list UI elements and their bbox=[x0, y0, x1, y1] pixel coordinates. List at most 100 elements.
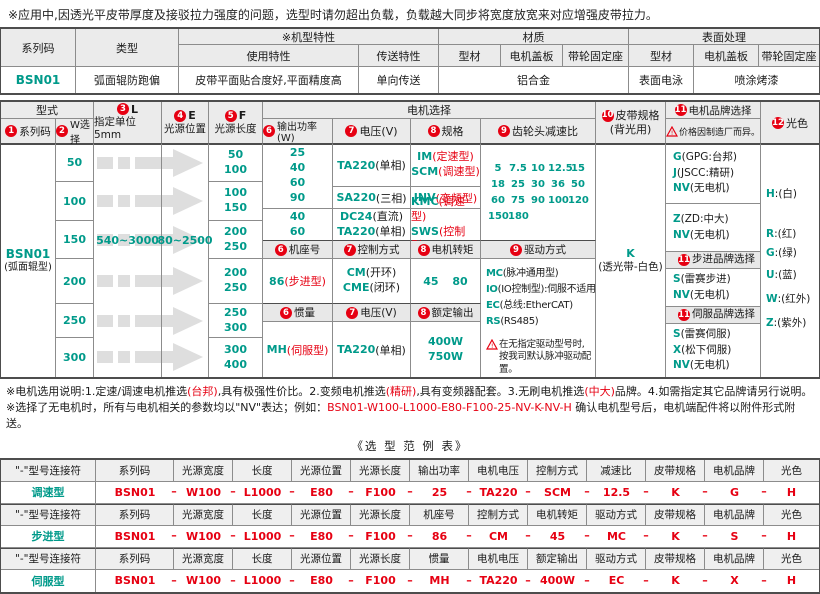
circled-number: 4 bbox=[174, 109, 187, 122]
example-header: 长度 bbox=[233, 459, 292, 482]
circled-number: 10 bbox=[601, 109, 614, 122]
example-header: 控制方式 bbox=[469, 503, 528, 526]
circled-number: 11 bbox=[674, 104, 687, 116]
example-model-row: BSN01– W100– L1000– E80– F100– 86– CM – 4… bbox=[96, 526, 819, 548]
brand-group-gear: G(GPG:台邦) J(JSCC:精研) NV(无电机) bbox=[666, 144, 760, 204]
cell-voltage-ta220: TA220 (单相) bbox=[333, 144, 411, 187]
flow-arrow bbox=[97, 186, 203, 216]
circled-number: 8 bbox=[427, 125, 440, 137]
example-header: 光源宽度 bbox=[174, 547, 233, 570]
header-material: 材质 bbox=[439, 29, 629, 45]
model-segment: L1000– bbox=[243, 529, 295, 543]
light-color-option: W:(红外) bbox=[766, 293, 811, 305]
circled-number: 9 bbox=[498, 125, 510, 137]
cell-belt-spec: K (透光带-白色) bbox=[596, 144, 666, 377]
model-segment: BSN01– bbox=[114, 485, 177, 499]
cell-surface-paint: 喷涂烤漆 bbox=[734, 74, 779, 87]
model-segment: BSN01– bbox=[114, 529, 177, 543]
model-segment: MH – bbox=[429, 573, 472, 588]
model-segment: W100– bbox=[185, 485, 236, 499]
cell-drive-modes: MC(脉冲通用型) IO(IO控制型):伺服不适用 EC(总线:EtherCAT… bbox=[481, 259, 596, 377]
model-segment: X – bbox=[730, 573, 767, 588]
light-color-option: R:(红) bbox=[766, 228, 797, 240]
circled-number: 6 bbox=[274, 243, 287, 256]
example-header: 皮带规格 bbox=[646, 459, 705, 482]
warning-icon: ! bbox=[666, 125, 678, 137]
example-type-servo: 伺服型 bbox=[1, 569, 96, 592]
example-header: 电机品牌 bbox=[705, 547, 764, 570]
model-segment: CM – bbox=[488, 529, 531, 543]
example-header: 光源位置 bbox=[292, 459, 351, 482]
example-header: 皮带规格 bbox=[646, 547, 705, 570]
example-header: 减速比 bbox=[587, 459, 646, 482]
example-header: 光源宽度 bbox=[174, 459, 233, 482]
cell-w-value: 250 bbox=[56, 304, 94, 338]
model-segment: 25– bbox=[431, 485, 472, 499]
model-segment: H bbox=[786, 574, 797, 588]
example-header: 系列码 bbox=[96, 459, 174, 482]
model-segment: L1000– bbox=[243, 485, 295, 499]
drive-default-note: ! 在无指定驱动型号时,按我司默认脉冲驱动配置。 bbox=[486, 339, 591, 376]
example-header: 额定输出 bbox=[528, 547, 587, 570]
circled-number: 9 bbox=[510, 243, 522, 256]
model-segment: K – bbox=[671, 485, 708, 499]
cell-rated-output: 400W 750W bbox=[411, 322, 481, 377]
subheader-step-brand: 11 步进品牌选择 bbox=[666, 252, 760, 269]
header-material-cover: 电机盖板 bbox=[501, 45, 563, 67]
subheader-control: 7 控制方式 bbox=[333, 241, 411, 259]
model-segment: H bbox=[786, 529, 797, 543]
example-header-connector: "-"型号连接符 bbox=[1, 547, 96, 570]
example-header: 皮带规格 bbox=[646, 503, 705, 526]
cell-series-code: BSN01 (弧面辊型) bbox=[1, 144, 56, 377]
circled-number: 2 bbox=[56, 125, 68, 137]
circled-number: 6 bbox=[263, 125, 275, 137]
warning-icon: ! bbox=[486, 339, 498, 350]
header-surface-profile: 型材 bbox=[629, 45, 694, 67]
circled-number: 1 bbox=[5, 125, 18, 137]
cell-spec-kmc-sws: KMC(调速型) SWS(控制型) bbox=[411, 195, 481, 252]
model-segment: 400W – bbox=[539, 573, 590, 588]
model-segment: K – bbox=[671, 573, 708, 588]
circled-number: 11 bbox=[678, 254, 690, 266]
subheader-torque: 8 电机转矩 bbox=[411, 241, 481, 259]
subheader-drive: 9 驱动方式 bbox=[481, 241, 596, 259]
example-header-connector: "-"型号连接符 bbox=[1, 503, 96, 526]
circled-number: 8 bbox=[417, 306, 430, 319]
cell-w-value: 300 bbox=[56, 338, 94, 377]
header-spec: 8 规格 bbox=[411, 119, 481, 144]
flow-arrow bbox=[97, 148, 203, 178]
cell-series-code: BSN01 bbox=[1, 67, 76, 93]
subheader-inertia: 6 惯量 bbox=[263, 304, 333, 322]
example-model-row: BSN01– W100– L1000– E80– F100– MH – TA220… bbox=[96, 570, 819, 592]
cell-transfer: 单向传送 bbox=[359, 67, 439, 93]
example-header: 驱动方式 bbox=[587, 503, 646, 526]
header-model-group: 型式 bbox=[1, 102, 94, 119]
example-header: 系列码 bbox=[96, 547, 174, 570]
example-header: 电机品牌 bbox=[705, 459, 764, 482]
cell-frame-86: 86 (步进型) bbox=[263, 259, 333, 304]
overview-table: 系列码 类型 ※机型特性 使用特性 传送特性 材质 型材 电机盖板 带轮固定座 … bbox=[0, 27, 820, 95]
brand-group-stepper: S(雷赛步进) NV(无电机) bbox=[666, 269, 760, 307]
example-header: 电机电压 bbox=[469, 547, 528, 570]
header-material-pulley: 带轮固定座 bbox=[563, 45, 629, 67]
circled-number: 7 bbox=[343, 243, 356, 256]
cell-w-value: 100 bbox=[56, 182, 94, 221]
model-segment: MC – bbox=[606, 529, 649, 543]
cell-control-cm-cme: CM(开环) CME(闭环) bbox=[333, 259, 411, 304]
subheader-rated-output: 8 额定输出 bbox=[411, 304, 481, 322]
model-segment: F100– bbox=[365, 485, 413, 499]
cell-brand-options: G(GPG:台邦) J(JSCC:精研) NV(无电机) Z(ZD:中大) NV… bbox=[666, 144, 761, 377]
cell-light-colors: H:(白) R:(红) G:(绿) U:(蓝) W:(红外) Z:(紫外) bbox=[761, 144, 819, 377]
model-segment: E80– bbox=[310, 529, 354, 543]
cell-surface-profile: 表面电泳 bbox=[629, 67, 694, 93]
cell-light-position-range: 80~2500 bbox=[157, 144, 213, 377]
circled-number: 12 bbox=[772, 116, 784, 129]
model-segment: 86– bbox=[431, 529, 472, 543]
model-segment: E80– bbox=[310, 485, 354, 499]
example-header: 光源位置 bbox=[292, 547, 351, 570]
cell-spec-im-scm: IM(定速型) SCM(调速型) bbox=[411, 144, 481, 187]
